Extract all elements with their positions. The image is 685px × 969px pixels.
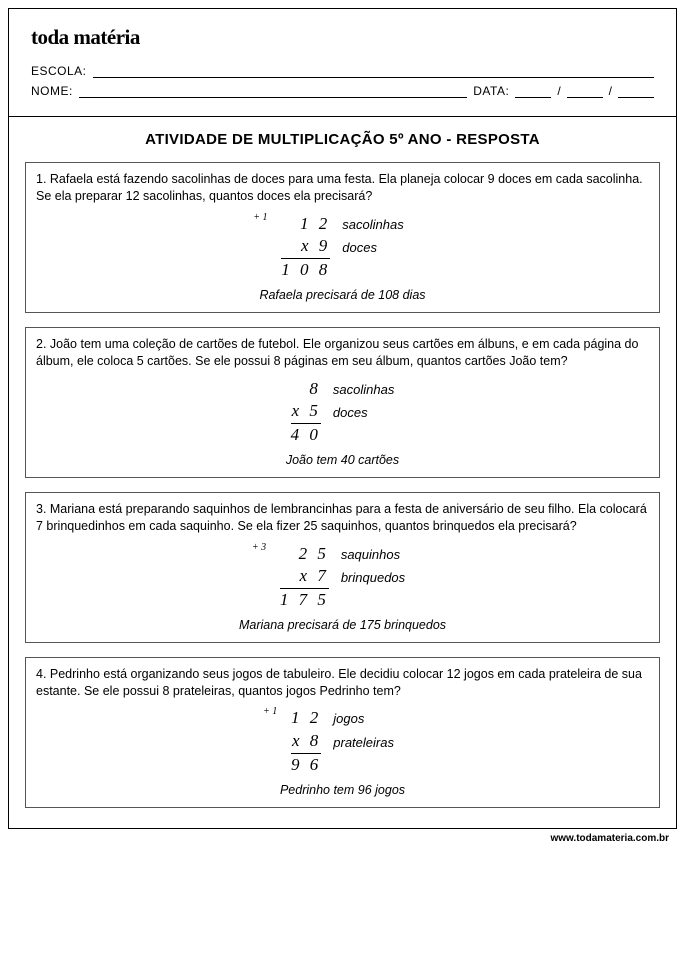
carry-digit: + 1 [253, 211, 267, 225]
logo: toda matéria [31, 25, 654, 50]
calc-top: 1 2 [291, 707, 321, 729]
answer-text: João tem 40 cartões [36, 452, 649, 469]
answer-text: Pedrinho tem 96 jogos [36, 782, 649, 799]
carry-digit: + 3 [252, 541, 266, 555]
calc-result: 9 6 [291, 754, 321, 776]
worksheet-title: ATIVIDADE DE MULTIPLICAÇÃO 5º ANO - RESP… [25, 131, 660, 148]
escola-row: ESCOLA: [31, 64, 654, 78]
calc-labels: sacolinhas doces [342, 213, 403, 281]
calc-top: 2 5 [280, 543, 329, 565]
data-label: DATA: [473, 84, 509, 98]
calc-numbers: + 3 2 5 x 7 1 7 5 [280, 543, 329, 611]
calc-label-2: brinquedos [341, 569, 405, 587]
worksheet-page: toda matéria ESCOLA: NOME: DATA: / / ATI… [8, 8, 677, 829]
question-box: 4. Pedrinho está organizando seus jogos … [25, 657, 660, 808]
question-box: 2. João tem uma coleção de cartões de fu… [25, 327, 660, 478]
calc-top: 1 2 [281, 213, 330, 235]
calc-numbers: + 1 1 2 x 8 9 6 [291, 707, 321, 775]
date-field-2 [567, 84, 603, 98]
calc-mult: x 5 [291, 400, 321, 424]
date-field-3 [618, 84, 654, 98]
nome-line [79, 84, 467, 98]
calc-result: 1 7 5 [280, 589, 329, 611]
calculation: + 3 2 5 x 7 1 7 5 saquinhos brinquedos [36, 543, 649, 611]
calculation: + 1 1 2 x 9 1 0 8 sacolinhas doces [36, 213, 649, 281]
footer-url: www.todamateria.com.br [8, 829, 677, 848]
answer-text: Rafaela precisará de 108 dias [36, 287, 649, 304]
calc-numbers: 8 x 5 4 0 [291, 378, 321, 446]
calculation: + 1 1 2 x 8 9 6 jogos prateleiras [36, 707, 649, 775]
question-box: 1. Rafaela está fazendo sacolinhas de do… [25, 162, 660, 313]
calc-label-1: jogos [333, 710, 394, 728]
calc-label-2: prateleiras [333, 734, 394, 752]
calc-top: 8 [291, 378, 321, 400]
calc-label-1: saquinhos [341, 546, 405, 564]
calc-labels: sacolinhas doces [333, 378, 394, 446]
calc-label-2: doces [333, 404, 394, 422]
header-section: toda matéria ESCOLA: NOME: DATA: / / [9, 9, 676, 117]
calc-label-2: doces [342, 239, 403, 257]
calc-mult: x 8 [291, 730, 321, 754]
calc-numbers: + 1 1 2 x 9 1 0 8 [281, 213, 330, 281]
date-slash-1: / [557, 84, 560, 98]
date-slash-2: / [609, 84, 612, 98]
escola-line [93, 64, 654, 78]
nome-label: NOME: [31, 84, 73, 98]
question-text: 4. Pedrinho está organizando seus jogos … [36, 666, 649, 700]
calculation: 8 x 5 4 0 sacolinhas doces [36, 378, 649, 446]
carry-digit: + 1 [263, 705, 277, 719]
calc-label-1: sacolinhas [342, 216, 403, 234]
calc-labels: saquinhos brinquedos [341, 543, 405, 611]
calc-label-1: sacolinhas [333, 381, 394, 399]
calc-mult: x 7 [280, 565, 329, 589]
escola-label: ESCOLA: [31, 64, 87, 78]
date-field-1 [515, 84, 551, 98]
question-text: 1. Rafaela está fazendo sacolinhas de do… [36, 171, 649, 205]
content-section: ATIVIDADE DE MULTIPLICAÇÃO 5º ANO - RESP… [9, 117, 676, 828]
calc-result: 1 0 8 [281, 259, 330, 281]
question-box: 3. Mariana está preparando saquinhos de … [25, 492, 660, 643]
answer-text: Mariana precisará de 175 brinquedos [36, 617, 649, 634]
question-text: 2. João tem uma coleção de cartões de fu… [36, 336, 649, 370]
calc-result: 4 0 [291, 424, 321, 446]
question-text: 3. Mariana está preparando saquinhos de … [36, 501, 649, 535]
calc-mult: x 9 [281, 235, 330, 259]
nome-row: NOME: DATA: / / [31, 84, 654, 98]
calc-labels: jogos prateleiras [333, 707, 394, 775]
